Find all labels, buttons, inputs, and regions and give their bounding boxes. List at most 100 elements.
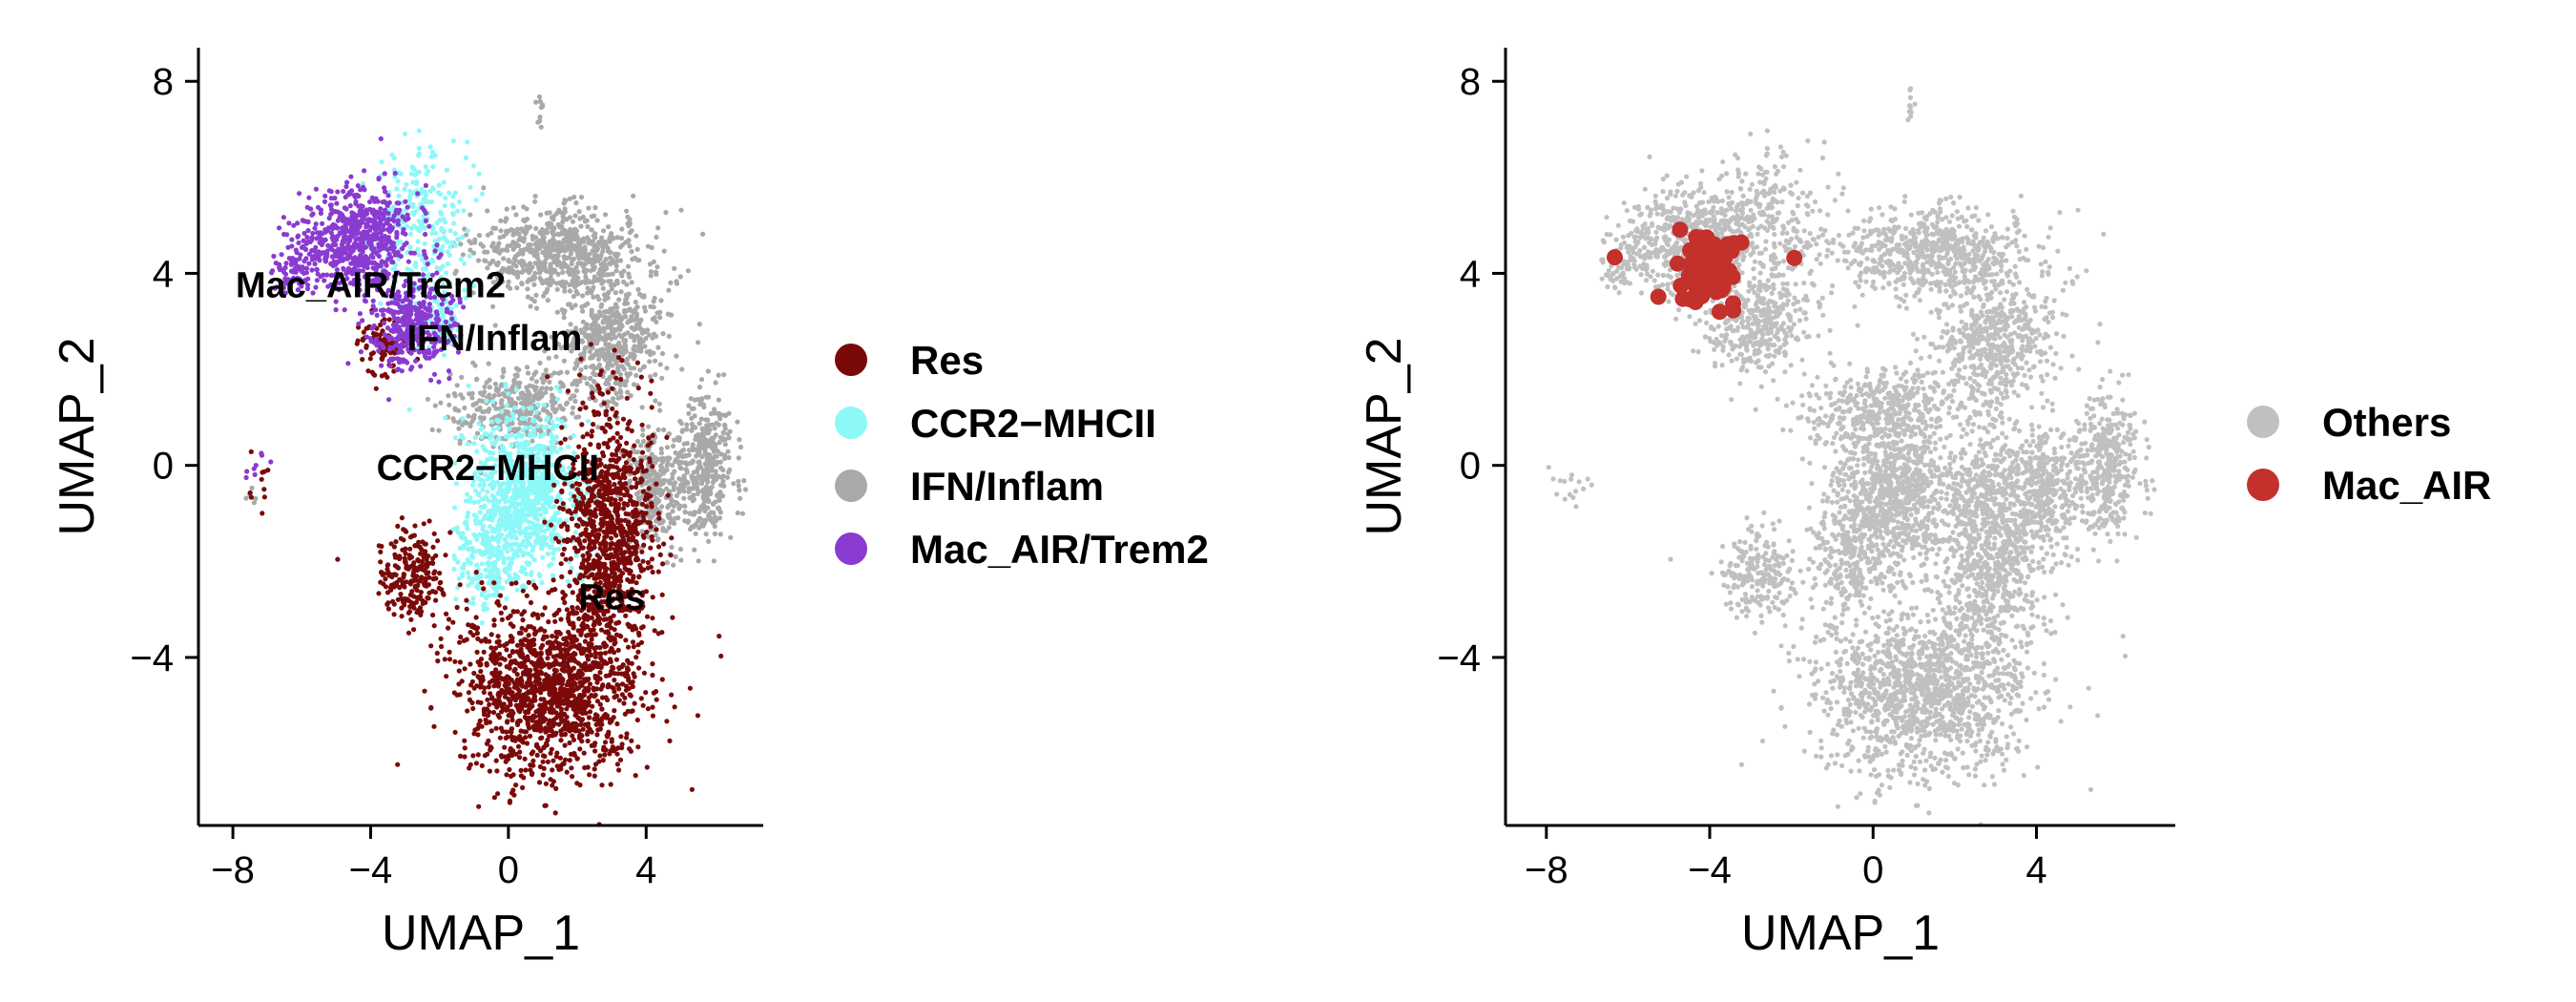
data-point [509, 542, 514, 548]
data-point [530, 264, 535, 270]
data-point [545, 551, 551, 557]
data-point [685, 519, 691, 525]
data-point [655, 225, 661, 231]
data-point [460, 422, 466, 428]
data-point [617, 387, 623, 393]
data-point [475, 576, 481, 582]
data-point [612, 678, 617, 683]
data-point [509, 265, 514, 271]
data-point [435, 658, 441, 664]
data-point [655, 344, 661, 350]
data-point [423, 193, 429, 198]
data-point [452, 393, 458, 399]
data-point [594, 699, 601, 704]
data-point [722, 455, 728, 462]
data-point [496, 638, 502, 644]
data-point [523, 767, 529, 773]
data-point [538, 690, 544, 696]
data-point [516, 755, 523, 761]
data-point [504, 595, 509, 602]
data-point [695, 470, 700, 475]
data-point [717, 532, 723, 537]
data-point [564, 369, 571, 375]
data-point [480, 243, 486, 249]
data-point [681, 474, 687, 480]
data-point [695, 491, 700, 497]
data-point [549, 334, 554, 340]
data-point [658, 446, 664, 451]
data-point [560, 269, 566, 275]
data-point [485, 713, 491, 719]
data-point [545, 221, 551, 227]
data-point [618, 734, 624, 740]
data-point [717, 416, 723, 422]
data-point [700, 468, 707, 473]
data-point [670, 481, 675, 487]
data-point [634, 438, 641, 445]
data-point [442, 657, 447, 662]
data-point [475, 636, 481, 642]
data-point [509, 411, 515, 417]
data-point [594, 686, 600, 692]
data-point [553, 434, 560, 440]
data-point [693, 425, 698, 430]
data-point [615, 745, 621, 751]
data-point [570, 405, 576, 410]
data-point [531, 432, 537, 439]
data-point [648, 273, 654, 279]
data-point [479, 561, 485, 567]
data-point [706, 511, 712, 518]
data-point [554, 653, 560, 658]
data-point [737, 444, 744, 450]
data-point [514, 587, 520, 593]
data-point [499, 616, 506, 622]
data-point [599, 235, 605, 240]
data-point [475, 674, 481, 679]
data-point [528, 242, 533, 248]
data-point [525, 286, 530, 292]
data-point [553, 211, 559, 217]
data-point [444, 167, 450, 173]
data-point [705, 368, 712, 374]
data-point [618, 236, 625, 241]
data-point [467, 498, 472, 504]
data-point [643, 336, 649, 342]
data-point [539, 612, 546, 617]
data-point [460, 252, 466, 258]
data-point [474, 649, 480, 656]
data-point [725, 470, 732, 475]
data-point [631, 193, 636, 198]
data-point [617, 757, 624, 762]
data-point [488, 747, 493, 753]
data-point [666, 525, 672, 531]
data-point [537, 685, 543, 691]
data-point [571, 432, 576, 438]
data-point [495, 634, 501, 639]
data-point [600, 682, 606, 688]
data-point [645, 706, 652, 712]
data-point [466, 559, 472, 565]
data-point [545, 286, 551, 292]
data-point [617, 371, 624, 378]
data-point [587, 715, 592, 720]
data-point [588, 375, 593, 382]
data-point [737, 495, 743, 501]
data-point [642, 329, 648, 335]
data-point [595, 326, 601, 332]
data-point [534, 741, 540, 747]
data-point [703, 476, 709, 482]
data-point [584, 381, 591, 386]
data-point [499, 709, 505, 715]
data-point [524, 229, 530, 235]
data-point [561, 686, 567, 692]
data-point [565, 652, 571, 658]
data-point [485, 489, 490, 494]
data-point [718, 451, 724, 457]
data-point [608, 279, 613, 284]
data-point [634, 322, 639, 328]
data-point [603, 342, 609, 347]
data-point [402, 186, 407, 192]
data-point [663, 210, 669, 216]
data-point [661, 248, 667, 254]
data-point [491, 494, 497, 500]
